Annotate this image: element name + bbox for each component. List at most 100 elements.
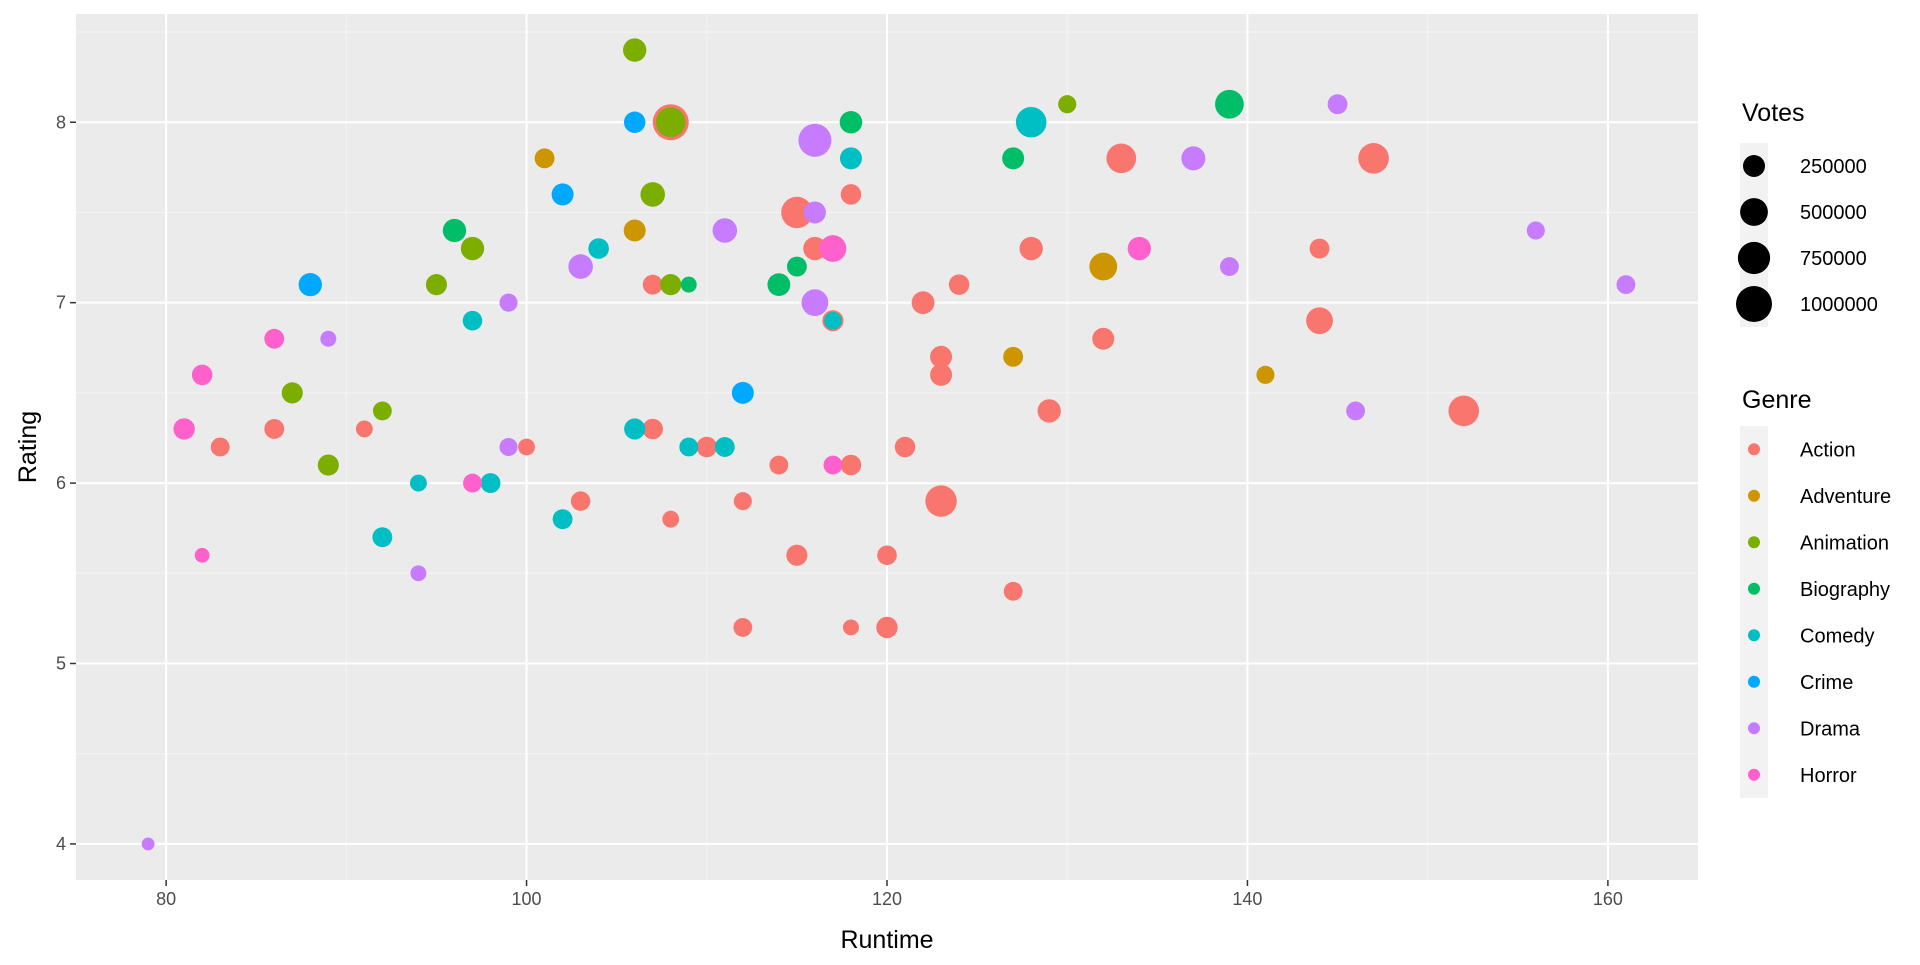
data-point-crime [623,111,646,133]
data-point-action [840,454,862,476]
data-point-action [1019,236,1043,261]
data-point-animation [623,38,647,62]
data-point-action [1003,581,1023,601]
data-point-horror [191,364,213,386]
data-point-action [1037,399,1061,423]
votes-legend-key [1737,241,1771,275]
data-point-action [1448,395,1479,427]
genre-legend: Genre Action Adventure Animation Biography C… [1740,386,1891,798]
x-tick-label: 140 [1232,889,1262,909]
data-point-horror [463,473,482,493]
genre-legend-key-adventure [1748,489,1760,502]
data-point-comedy [409,474,427,492]
data-point-comedy [480,473,501,494]
data-point-animation [1058,95,1077,114]
x-axis-ticks: 80 100 120 140 160 [156,880,1623,909]
data-point-drama [320,330,337,347]
data-point-action [1106,143,1137,174]
votes-legend-title: Votes [1742,99,1805,127]
data-points [141,38,1636,851]
data-point-action [840,184,862,205]
data-point-action [733,617,753,637]
data-point-action [696,436,718,458]
votes-legend: Votes 250000 500000 750000 1000000 [1736,99,1878,327]
data-point-drama [410,565,427,582]
x-tick-label: 120 [872,889,902,909]
y-tick-label: 8 [56,112,66,132]
data-point-comedy [839,147,862,170]
data-point-biography [680,276,697,293]
data-point-horror [173,418,195,440]
data-point-crime [298,272,322,297]
genre-legend-key-horror [1748,768,1760,781]
data-point-drama [1327,94,1348,115]
genre-legend-key-biography [1748,582,1760,595]
x-axis-title: Runtime [840,926,933,954]
data-point-action [733,492,752,511]
genre-legend-label: Biography [1800,579,1890,601]
data-point-drama [141,837,155,851]
data-point-drama [499,437,518,457]
data-point-action [876,616,898,639]
y-tick-label: 5 [56,654,66,674]
data-point-comedy [552,509,573,530]
data-point-action [842,619,859,636]
data-point-action [930,345,953,368]
data-point-action [642,418,663,440]
data-point-adventure [534,148,555,169]
data-point-crime [731,381,754,404]
genre-legend-label: Comedy [1800,625,1874,647]
votes-legend-label: 1000000 [1800,294,1878,316]
data-point-comedy [714,437,735,457]
data-point-horror [264,328,285,349]
genre-legend-key-crime [1748,675,1760,688]
genre-legend-key-background [1740,426,1768,798]
data-point-animation [372,401,392,421]
votes-legend-key [1736,286,1772,322]
y-tick-label: 4 [56,834,66,854]
y-axis-title: Rating [14,411,42,483]
data-point-action [803,236,827,261]
data-point-action [1306,307,1333,335]
data-point-drama [1220,257,1239,277]
data-point-action [769,455,789,475]
genre-legend-label: Adventure [1800,486,1891,508]
data-point-crime [551,183,574,206]
data-point-action [786,544,808,566]
data-point-comedy [462,310,483,331]
genre-legend-label: Animation [1800,532,1889,554]
data-point-action [925,485,957,517]
votes-legend-label: 250000 [1800,156,1867,178]
data-point-action [1092,327,1115,350]
data-point-action [642,274,663,295]
data-point-animation [655,107,686,138]
data-point-animation [640,182,665,207]
data-point-drama [1526,221,1545,240]
genre-legend-key-animation [1748,536,1760,549]
votes-legend-label: 750000 [1800,248,1867,270]
data-point-action [264,419,285,439]
data-point-biography [786,256,807,277]
data-point-adventure [1256,365,1275,384]
data-point-action [518,438,535,456]
data-point-animation [660,274,682,296]
genre-legend-label: Drama [1800,718,1861,740]
data-point-animation [281,382,303,404]
data-point-adventure [1003,346,1024,367]
data-point-animation [425,274,448,296]
data-point-drama [712,218,738,243]
data-point-action [1309,238,1330,259]
y-axis-ticks: 4 5 6 7 8 [56,112,76,854]
data-point-biography [1002,147,1025,170]
data-point-action [930,363,953,386]
data-point-biography [767,273,791,297]
data-point-action [355,420,373,438]
data-point-adventure [623,219,646,242]
data-point-action [911,291,935,315]
data-point-action [781,196,813,229]
x-tick-label: 100 [512,889,542,909]
votes-legend-key [1740,198,1768,226]
genre-legend-key-comedy [1748,629,1760,642]
data-point-drama [568,254,593,279]
